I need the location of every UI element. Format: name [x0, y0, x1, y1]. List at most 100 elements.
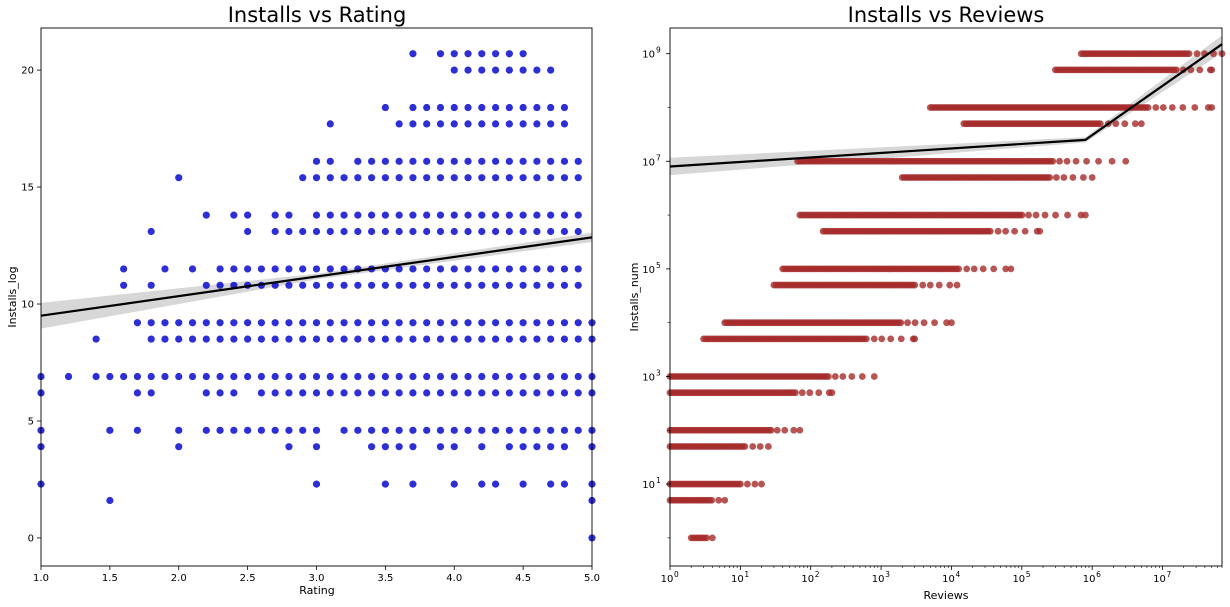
scatter-point: [368, 389, 376, 397]
scatter-point: [1108, 157, 1116, 165]
scatter-point: [1179, 104, 1187, 111]
scatter-point: [409, 426, 417, 434]
scatter-point: [519, 120, 527, 128]
scatter-point: [505, 174, 513, 182]
scatter-point: [423, 389, 431, 397]
scatter-point: [381, 443, 389, 451]
scatter-point: [216, 426, 224, 434]
x-tick-label: 10: [872, 574, 885, 585]
x-tick-exponent: 5: [1026, 570, 1031, 579]
y-tick-label: 10: [21, 300, 34, 311]
scatter-point: [299, 335, 307, 343]
scatter-point: [703, 534, 710, 542]
scatter-point: [436, 426, 445, 434]
scatter-point: [147, 335, 155, 343]
installs-vs-reviews-chart: Installs vs Reviews 10 0 10 1 10 2 10 3 10 4 10 5 10…: [628, 3, 1226, 602]
scatter-point: [368, 174, 376, 182]
scatter-point: [216, 319, 224, 327]
scatter-point: [920, 319, 928, 327]
scatter-point: [381, 319, 389, 327]
scatter-point: [464, 335, 472, 343]
scatter-point: [354, 426, 362, 434]
scatter-point: [547, 480, 555, 488]
scatter-point: [120, 265, 128, 273]
scatter-point: [839, 373, 847, 380]
scatter-point: [478, 319, 486, 327]
scatter-point: [1096, 120, 1104, 128]
scatter-point: [271, 227, 279, 236]
scatter-point: [574, 211, 582, 219]
scatter-point: [798, 389, 806, 397]
scatter-point: [547, 319, 555, 327]
scatter-point: [436, 443, 445, 451]
scatter-point: [230, 389, 238, 397]
scatter-point: [1193, 50, 1201, 58]
scatter-point: [175, 426, 183, 434]
scatter-point: [870, 373, 878, 380]
scatter-point: [491, 50, 500, 58]
scatter-point: [161, 335, 169, 343]
scatter-point: [312, 372, 321, 381]
scatter-point: [491, 389, 500, 397]
scatter-point: [1036, 227, 1044, 235]
scatter-point: [381, 426, 389, 434]
scatter-point: [244, 335, 252, 343]
y-tick-exponent: 9: [656, 46, 661, 55]
scatter-point: [751, 480, 759, 488]
scatter-point: [1185, 50, 1193, 58]
scatter-point: [560, 389, 569, 397]
scatter-point: [409, 281, 417, 289]
y-tick-label: 10: [642, 480, 655, 491]
scatter-point: [436, 389, 445, 397]
scatter-point: [721, 496, 729, 504]
x-tick-label: 5.0: [584, 573, 600, 584]
x-tick-label: 3.0: [309, 573, 325, 584]
scatter-point: [848, 373, 856, 380]
scatter-point: [423, 211, 431, 219]
x-tick-exponent: 0: [674, 570, 679, 579]
scatter-point: [1122, 157, 1130, 165]
scatter-point: [1002, 227, 1010, 235]
scatter-point: [547, 426, 555, 434]
scatter-point: [464, 211, 472, 219]
scatter-point: [986, 227, 994, 235]
scatter-point: [858, 373, 866, 380]
scatter-point: [436, 211, 445, 219]
scatter-point: [773, 426, 781, 434]
scatter-point: [423, 372, 431, 381]
scatter-point: [299, 319, 307, 327]
scatter-point: [1018, 211, 1026, 219]
y-tick-label: 0: [28, 533, 34, 544]
scatter-point: [395, 157, 403, 165]
scatter-point: [547, 281, 555, 289]
scatter-point: [897, 319, 905, 327]
scatter-point: [450, 426, 458, 434]
scatter-point: [230, 211, 238, 219]
scatter-point: [202, 426, 210, 434]
scatter-point: [244, 372, 252, 381]
scatter-point: [409, 103, 417, 112]
scatter-point: [464, 227, 472, 236]
scatter-point: [796, 426, 804, 434]
scatter-point: [368, 211, 376, 219]
scatter-point: [257, 335, 265, 343]
scatter-point: [1191, 104, 1199, 111]
scatter-point: [188, 335, 197, 343]
scatter-point: [533, 265, 541, 273]
scatter-point: [478, 174, 486, 182]
x-tick-exponent: 4: [955, 570, 960, 579]
x-axis-ticks: 10 0 10 1 10 2 10 3 10 4 10 5 10 6 10 7: [661, 566, 1223, 585]
scatter-point: [312, 480, 321, 488]
scatter-point: [464, 389, 472, 397]
scatter-point: [519, 372, 527, 381]
scatter-point: [133, 389, 142, 397]
scatter-point: [381, 174, 389, 182]
scatter-point: [106, 496, 114, 505]
scatter-point: [935, 281, 943, 289]
y-tick-label: 20: [21, 66, 34, 77]
scatter-point: [464, 426, 472, 434]
scatter-point: [285, 443, 293, 451]
scatter-point: [519, 265, 527, 273]
scatter-point: [133, 372, 142, 381]
scatter-point: [887, 335, 895, 343]
